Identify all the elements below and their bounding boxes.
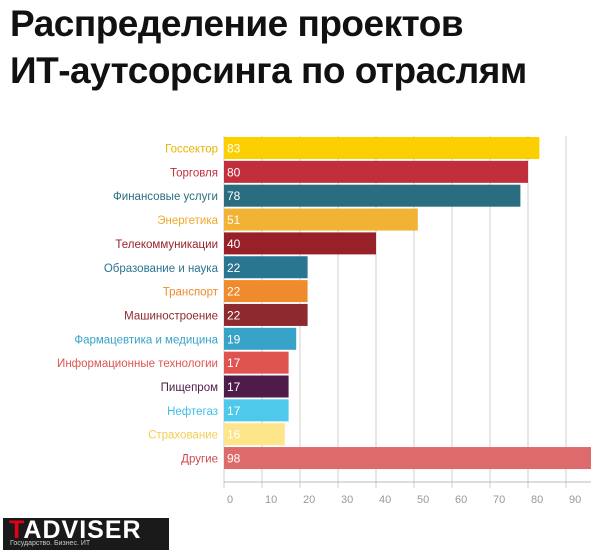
category-label: Пищепром bbox=[161, 382, 218, 394]
bar-value-label: 17 bbox=[227, 356, 241, 370]
chart-title-line-2: ИТ-аутсорсинга по отраслям bbox=[10, 50, 527, 91]
x-axis-ticks: 0 10 20 30 40 50 60 70 80 90 bbox=[227, 494, 581, 506]
category-label: Финансовые услуги bbox=[113, 191, 218, 203]
bar bbox=[224, 137, 540, 159]
bar bbox=[224, 375, 289, 398]
category-label: Нефтегаз bbox=[167, 406, 218, 418]
logo-first-letter: T bbox=[9, 516, 24, 544]
category-label: Госсектор bbox=[165, 144, 218, 156]
chart-title-line-1: Распределение проектов bbox=[10, 3, 464, 44]
bar-value-label: 22 bbox=[227, 285, 241, 299]
bar-value-label: 16 bbox=[227, 428, 241, 442]
x-tick-label: 10 bbox=[265, 494, 277, 506]
bar-value-label: 19 bbox=[227, 332, 241, 346]
x-tick-label: 30 bbox=[341, 494, 353, 506]
category-label: Телекоммуникации bbox=[115, 239, 218, 251]
bar bbox=[224, 280, 308, 303]
category-label: Транспорт bbox=[163, 287, 219, 299]
x-tick-label: 0 bbox=[227, 494, 233, 506]
category-label: Информационные технологии bbox=[57, 358, 218, 370]
x-tick-label: 80 bbox=[531, 494, 543, 506]
category-label: Страхование bbox=[148, 430, 218, 442]
logo-rest-letters: ADVISER bbox=[23, 516, 142, 544]
bar bbox=[224, 351, 289, 374]
bar bbox=[224, 208, 418, 231]
chart-title: Распределение проектов ИТ-аутсорсинга по… bbox=[10, 0, 590, 94]
x-tick-label: 20 bbox=[303, 494, 315, 506]
bar-value-label: 51 bbox=[227, 213, 241, 227]
bar bbox=[224, 423, 285, 446]
bar bbox=[224, 303, 308, 326]
tadviser-logo: TADVISER Государство. Бизнес. ИТ bbox=[3, 516, 169, 550]
bar-value-label: 17 bbox=[227, 404, 241, 418]
bar-value-label: 78 bbox=[227, 189, 241, 203]
bar bbox=[224, 399, 289, 422]
bar-value-label: 17 bbox=[227, 380, 241, 394]
bar bbox=[224, 160, 528, 183]
category-label: Образование и наука bbox=[104, 263, 219, 275]
bars: 83 Госсектор 80 Торговля 78 Финансовые услуги… bbox=[57, 137, 591, 470]
bar bbox=[224, 327, 297, 350]
category-label: Машиностроение bbox=[124, 310, 218, 322]
bar-value-label: 40 bbox=[227, 237, 241, 251]
bar bbox=[224, 232, 376, 255]
x-tick-label: 50 bbox=[417, 494, 429, 506]
bar-value-label: 22 bbox=[227, 261, 241, 275]
bar bbox=[224, 256, 308, 279]
bar-value-label: 22 bbox=[227, 308, 241, 322]
x-tick-label: 90 bbox=[569, 494, 581, 506]
x-tick-label: 70 bbox=[493, 494, 505, 506]
bar-value-label: 80 bbox=[227, 165, 241, 179]
category-label: Другие bbox=[181, 454, 218, 466]
category-label: Фармацевтика и медицина bbox=[74, 334, 218, 346]
bar-value-label: 98 bbox=[227, 452, 241, 466]
category-label: Энергетика bbox=[157, 215, 218, 227]
bar bbox=[224, 447, 591, 470]
logo-name: TADVISER bbox=[9, 516, 142, 545]
x-tick-label: 60 bbox=[455, 494, 467, 506]
logo-name-text: TADVISER bbox=[9, 516, 142, 544]
x-tick-label: 40 bbox=[379, 494, 391, 506]
bar bbox=[224, 184, 521, 207]
logo-tagline: Государство. Бизнес. ИТ bbox=[10, 540, 91, 547]
bar-value-label: 83 bbox=[227, 142, 241, 156]
category-label: Торговля bbox=[170, 167, 218, 179]
